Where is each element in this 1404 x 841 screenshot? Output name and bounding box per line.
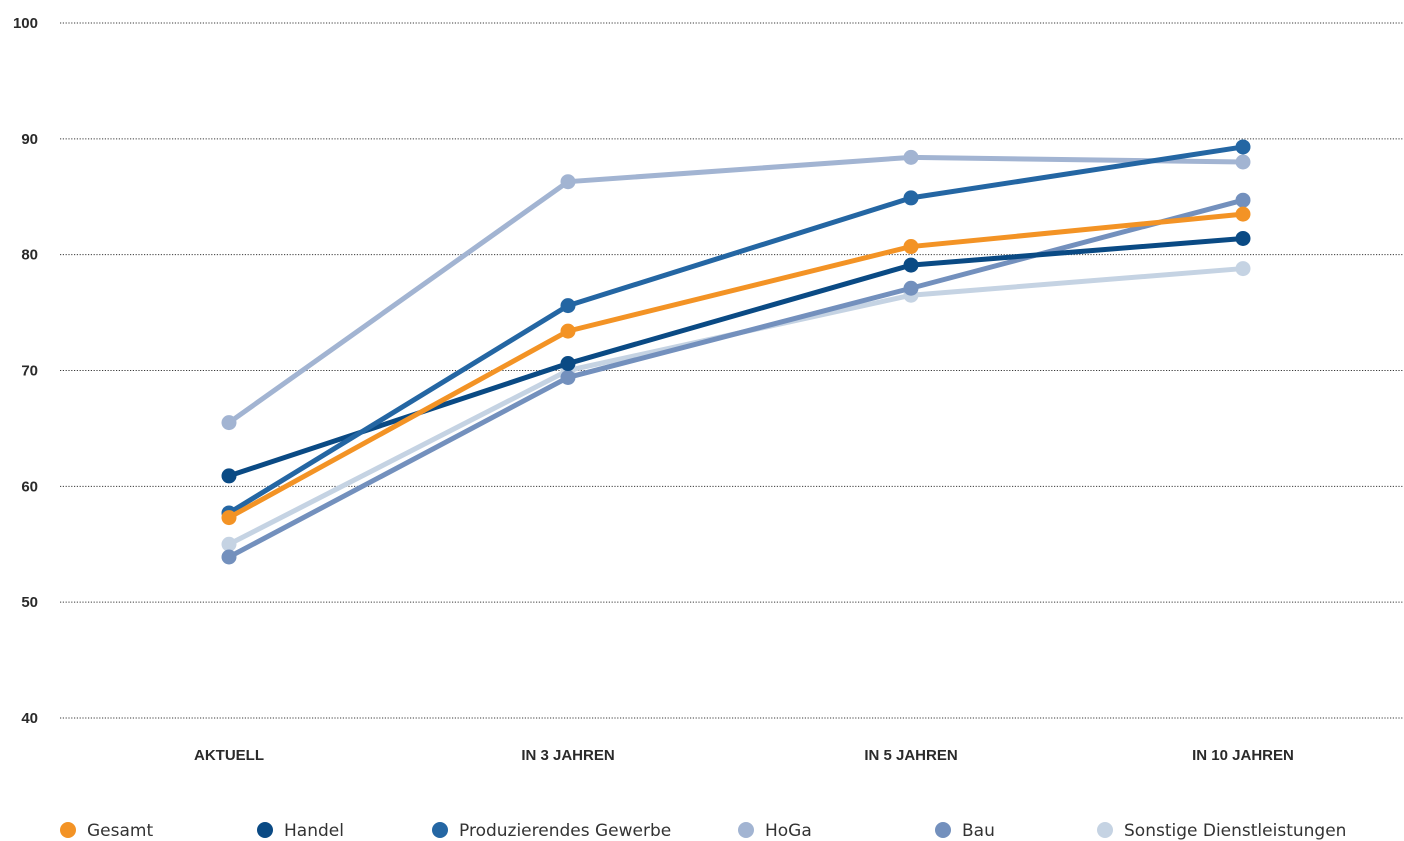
legend-marker (60, 822, 76, 838)
y-tick-label-90: 90 (21, 131, 38, 148)
series-gesamt (221, 206, 1251, 526)
series-line-handel (226, 235, 1246, 479)
data-point-hoga (1235, 154, 1251, 170)
series-line-sonstige-dienstleistungen (226, 266, 1246, 547)
legend-marker (738, 822, 754, 838)
series-sonstige-dienstleistungen (221, 261, 1251, 552)
x-tick-label: IN 3 JAHREN (521, 747, 614, 764)
data-point-handel (1235, 230, 1251, 246)
series-hoga (221, 149, 1251, 431)
legend-item-produzierendes-gewerbe: Produzierendes Gewerbe (432, 821, 671, 841)
series-handel (221, 230, 1251, 484)
data-point-produzierendes-gewerbe (560, 298, 576, 314)
data-point-sonstige-dienstleistungen (221, 536, 237, 552)
y-tick-label-40: 40 (21, 710, 38, 727)
legend-label: HoGa (765, 821, 812, 841)
x-tick-label: IN 5 JAHREN (864, 747, 957, 764)
legend-label: Handel (284, 821, 344, 841)
x-tick-label: AKTUELL (194, 747, 264, 764)
data-point-handel (560, 356, 576, 372)
legend: Gesamt Handel Produzierendes Gewerbe HoGa Ba… (60, 821, 1346, 841)
data-point-bau (221, 549, 237, 565)
legend-label: Gesamt (87, 821, 153, 841)
data-point-produzierendes-gewerbe (1235, 139, 1251, 155)
data-point-gesamt (221, 510, 237, 526)
data-point-bau (560, 369, 576, 385)
y-tick-label-50: 50 (21, 594, 38, 611)
legend-marker (432, 822, 448, 838)
data-point-hoga (560, 174, 576, 190)
data-point-hoga (903, 149, 919, 165)
legend-item-hoga: HoGa (738, 821, 812, 841)
series-line-bau (226, 197, 1246, 560)
data-point-hoga (221, 415, 237, 431)
y-tick-label-70: 70 (21, 363, 38, 380)
y-tick-label-100: 100 (13, 15, 38, 32)
data-point-produzierendes-gewerbe (903, 190, 919, 206)
legend-label: Bau (962, 821, 995, 841)
legend-item-sonstige-dienstleistungen: Sonstige Dienstleistungen (1097, 821, 1346, 841)
x-tick-label: IN 10 JAHREN (1192, 747, 1294, 764)
y-tick-label-60: 60 (21, 478, 38, 495)
data-point-gesamt (1235, 206, 1251, 222)
series-lines (221, 139, 1251, 565)
legend-marker (1097, 822, 1113, 838)
data-point-bau (1235, 192, 1251, 208)
legend-item-gesamt: Gesamt (60, 821, 153, 841)
data-point-sonstige-dienstleistungen (1235, 261, 1251, 277)
series-line-gesamt (226, 211, 1246, 521)
series-line-produzierendes-gewerbe (226, 144, 1246, 516)
series-line-hoga (226, 154, 1246, 426)
data-point-gesamt (560, 323, 576, 339)
series-produzierendes-gewerbe (221, 139, 1251, 521)
legend-label: Produzierendes Gewerbe (459, 821, 671, 841)
grid-lines (60, 22, 1404, 719)
data-point-handel (221, 468, 237, 484)
legend-item-handel: Handel (257, 821, 344, 841)
legend-marker (935, 822, 951, 838)
data-point-bau (903, 280, 919, 296)
x-axis-ticks: AKTUELL IN 3 JAHREN IN 5 JAHREN IN 10 JAHRE… (194, 747, 1294, 764)
legend-label: Sonstige Dienstleistungen (1124, 821, 1346, 841)
data-point-gesamt (903, 239, 919, 255)
y-axis-ticks: 100 90 80 70 60 50 40 (13, 15, 38, 727)
legend-item-bau: Bau (935, 821, 995, 841)
y-tick-label-80: 80 (21, 247, 38, 264)
series-bau (221, 192, 1251, 565)
data-point-handel (903, 257, 919, 273)
legend-marker (257, 822, 273, 838)
